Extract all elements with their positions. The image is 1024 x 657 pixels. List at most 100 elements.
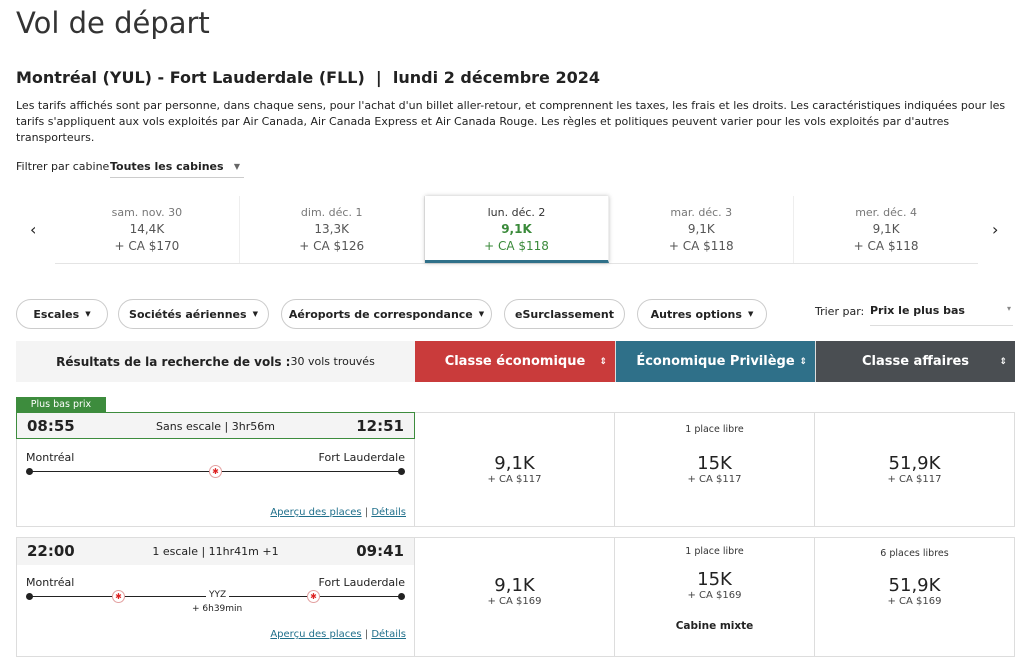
cabin-filter-select[interactable]: Toutes les cabines ▼ xyxy=(110,160,244,178)
origin-city: Montréal xyxy=(26,451,75,464)
origin-dot xyxy=(26,468,33,475)
seats-left: 6 places libres xyxy=(880,548,949,559)
arrival-time: 12:51 xyxy=(356,417,404,435)
date-option[interactable]: sam. nov. 30 14,4K + CA $170 xyxy=(55,196,240,263)
date-label: dim. déc. 1 xyxy=(300,206,363,219)
date-option-selected[interactable]: lun. déc. 2 9,1K + CA $118 xyxy=(424,196,610,263)
fare-business[interactable]: 51,9K + CA $117 xyxy=(815,412,1015,527)
fare-points: 15K xyxy=(697,453,732,474)
details-link[interactable]: Détails xyxy=(371,507,406,518)
button-label: Escales xyxy=(33,307,80,321)
cabin-name: Classe affaires xyxy=(861,354,970,369)
filter-stops-button[interactable]: Escales ▼ xyxy=(16,299,108,329)
date-option[interactable]: mar. déc. 3 9,1K + CA $118 xyxy=(609,196,795,263)
fare-points: 15K xyxy=(697,569,732,590)
cabin-header-business[interactable]: Classe affaires ⇕ xyxy=(815,341,1015,382)
date-label: lun. déc. 2 xyxy=(487,206,546,219)
seat-preview-link[interactable]: Aperçu des places xyxy=(270,507,362,518)
connection-airport: YYZ xyxy=(206,590,230,600)
arrival-time: 09:41 xyxy=(356,542,404,560)
fare-business[interactable]: 6 places libres 51,9K + CA $169 xyxy=(815,537,1015,657)
sort-select[interactable]: Prix le plus bas ▾ xyxy=(870,304,1013,326)
flight-row: 22:00 1 escale | 11hr41m +1 09:41 Montré… xyxy=(16,537,415,657)
origin-dot xyxy=(26,593,33,600)
fare-cash: + CA $169 xyxy=(687,590,742,601)
flight-summary: 1 escale | 11hr41m +1 xyxy=(152,545,279,558)
departure-time: 22:00 xyxy=(27,542,75,560)
maple-leaf-icon: ✱ xyxy=(209,465,222,478)
fare-premium[interactable]: 1 place libre 15K + CA $117 xyxy=(615,412,815,527)
filter-other-options-button[interactable]: Autres options ▼ xyxy=(637,299,767,329)
fare-description: Les tarifs affichés sont par personne, d… xyxy=(16,99,1006,144)
cabin-filter-label: Filtrer par cabine xyxy=(16,160,110,173)
fare-economy[interactable]: 9,1K + CA $117 xyxy=(415,412,615,527)
date-points: 13,3K xyxy=(314,222,349,236)
date-option[interactable]: mer. déc. 4 9,1K + CA $118 xyxy=(794,196,978,263)
chevron-left-icon[interactable]: ‹ xyxy=(30,220,37,239)
fare-cash: + CA $169 xyxy=(887,596,942,607)
cabin-name: Économique Privilège xyxy=(636,354,795,369)
button-label: Aéroports de correspondance xyxy=(288,307,473,321)
route-heading: Montréal (YUL) - Fort Lauderdale (FLL) |… xyxy=(16,68,600,87)
date-option[interactable]: dim. déc. 1 13,3K + CA $126 xyxy=(240,196,425,263)
seats-left: 1 place libre xyxy=(685,546,744,557)
date-points: 9,1K xyxy=(872,222,900,236)
button-label: Sociétés aériennes xyxy=(129,307,247,321)
origin-city: Montréal xyxy=(26,576,75,589)
esurclassement-button[interactable]: eSurclassement xyxy=(504,299,625,329)
destination-city: Fort Lauderdale xyxy=(318,451,405,464)
caret-down-icon: ▼ xyxy=(252,310,258,318)
date-carousel: sam. nov. 30 14,4K + CA $170 dim. déc. 1 13… xyxy=(55,196,978,264)
results-header: Résultats de la recherche de vols :30 vo… xyxy=(16,341,415,382)
details-link[interactable]: Détails xyxy=(371,629,406,640)
fare-points: 51,9K xyxy=(888,575,941,596)
caret-down-icon: ▾ xyxy=(1006,304,1011,313)
cabin-header-premium[interactable]: Économique Privilège ⇕ xyxy=(615,341,815,382)
sort-icon: ⇕ xyxy=(799,356,807,367)
flight-header[interactable]: 08:55 Sans escale | 3hr56m 12:51 xyxy=(16,412,415,439)
sort-icon: ⇕ xyxy=(599,356,607,367)
seats-left: 1 place libre xyxy=(685,424,744,435)
chevron-right-icon[interactable]: › xyxy=(992,220,999,239)
maple-leaf-icon: ✱ xyxy=(307,590,320,603)
caret-down-icon: ▼ xyxy=(233,162,240,171)
fare-points: 9,1K xyxy=(494,453,535,474)
fare-cash: + CA $169 xyxy=(487,596,542,607)
cabin-name: Classe économique xyxy=(444,354,586,369)
button-label: eSurclassement xyxy=(515,307,614,321)
flight-header[interactable]: 22:00 1 escale | 11hr41m +1 09:41 xyxy=(17,538,414,565)
date-cash: + CA $126 xyxy=(299,239,365,253)
results-label: Résultats de la recherche de vols : xyxy=(56,354,291,369)
fare-premium[interactable]: 1 place libre 15K + CA $169 Cabine mixte xyxy=(615,537,815,657)
date-points: 14,4K xyxy=(129,222,165,236)
filter-connections-button[interactable]: Aéroports de correspondance ▼ xyxy=(281,299,492,329)
fare-points: 9,1K xyxy=(494,575,535,596)
date-cash: + CA $118 xyxy=(484,239,549,253)
sort-value: Prix le plus bas xyxy=(870,304,965,317)
page-title: Vol de départ xyxy=(16,6,210,40)
cabin-header-economy[interactable]: Classe économique ⇕ xyxy=(415,341,615,382)
date-cash: + CA $118 xyxy=(853,239,919,253)
caret-down-icon: ▼ xyxy=(85,310,91,318)
fare-economy[interactable]: 9,1K + CA $169 xyxy=(415,537,615,657)
sort-icon: ⇕ xyxy=(999,356,1007,367)
seat-preview-link[interactable]: Aperçu des places xyxy=(270,629,362,640)
date-label: mar. déc. 3 xyxy=(670,206,733,219)
caret-down-icon: ▼ xyxy=(478,310,485,318)
fare-cash: + CA $117 xyxy=(887,474,942,485)
fare-cash: + CA $117 xyxy=(687,474,742,485)
caret-down-icon: ▼ xyxy=(747,310,754,318)
destination-city: Fort Lauderdale xyxy=(318,576,405,589)
filter-airlines-button[interactable]: Sociétés aériennes ▼ xyxy=(118,299,269,329)
date-points: 9,1K xyxy=(501,222,532,236)
date-cash: + CA $118 xyxy=(668,239,734,253)
layover-duration: + 6h39min xyxy=(192,604,243,614)
departure-time: 08:55 xyxy=(27,417,75,435)
mixed-cabin-note: Cabine mixte xyxy=(675,620,754,632)
fare-points: 51,9K xyxy=(888,453,941,474)
maple-leaf-icon: ✱ xyxy=(112,590,125,603)
flight-summary: Sans escale | 3hr56m xyxy=(156,420,275,433)
flight-row: 08:55 Sans escale | 3hr56m 12:51 Montréa… xyxy=(16,412,415,527)
date-label: mer. déc. 4 xyxy=(855,206,917,219)
date-points: 9,1K xyxy=(687,222,715,236)
